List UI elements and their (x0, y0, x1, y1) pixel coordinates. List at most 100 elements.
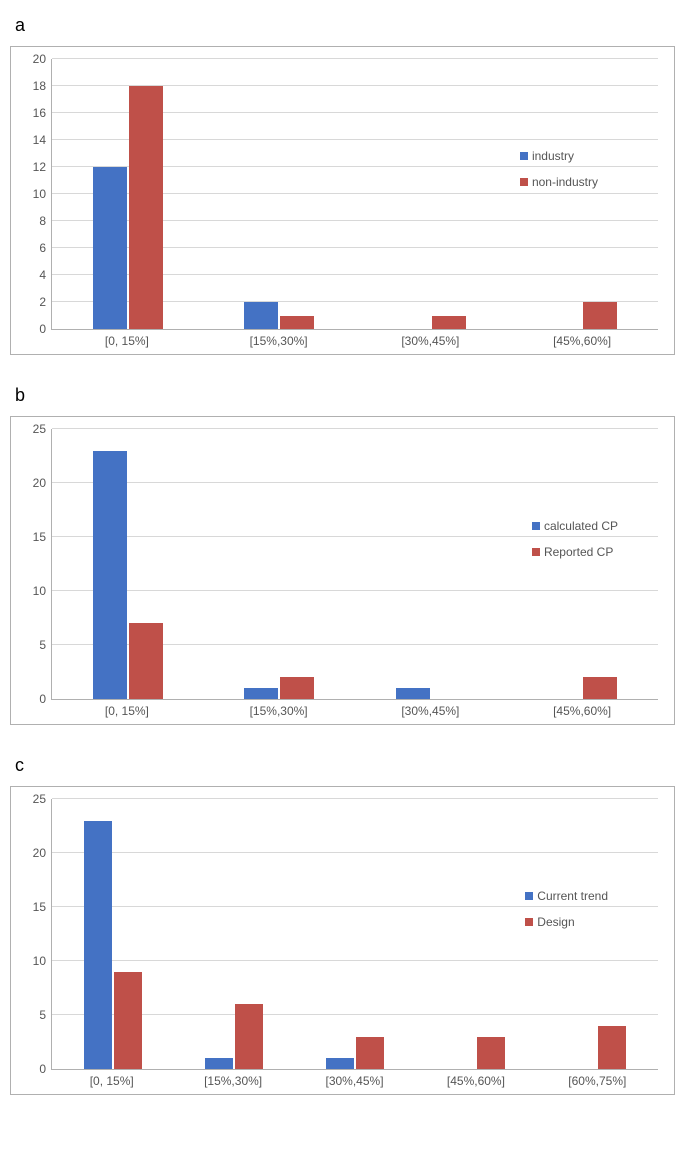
bar (396, 688, 430, 699)
y-tick-label: 15 (33, 530, 52, 544)
bar (235, 1004, 263, 1069)
x-tick-label: [15%,30%] (203, 704, 355, 718)
category-group (173, 799, 294, 1069)
bar (356, 1037, 384, 1069)
category-group (507, 59, 659, 329)
x-tick-label: [45%,60%] (506, 334, 658, 348)
legend-label: industry (532, 149, 574, 163)
y-tick-label: 2 (39, 295, 52, 309)
x-labels: [0, 15%][15%,30%][30%,45%][45%,60%] (51, 704, 658, 718)
category-group (204, 429, 356, 699)
chart-box: 0 2 4 6 8 10 12 14 16 18 20 industry non-industry [0,… (10, 46, 675, 355)
legend-swatch (520, 178, 528, 186)
legend-item: calculated CP (532, 519, 618, 533)
y-tick-label: 14 (33, 133, 52, 147)
category-group (52, 799, 173, 1069)
x-tick-label: [30%,45%] (355, 704, 507, 718)
bar (205, 1058, 233, 1069)
category-group (507, 429, 659, 699)
legend-label: calculated CP (544, 519, 618, 533)
legend-swatch (525, 892, 533, 900)
category-group (355, 429, 507, 699)
x-tick-label: [15%,30%] (172, 1074, 293, 1088)
legend-swatch (525, 918, 533, 926)
bar (129, 86, 163, 329)
x-tick-label: [30%,45%] (355, 334, 507, 348)
bar (93, 451, 127, 699)
legend-item: non-industry (520, 175, 598, 189)
bar (432, 316, 466, 330)
plot-area: 0510152025Current trendDesign (51, 799, 658, 1070)
bars-layer (52, 799, 658, 1069)
x-tick-label: [45%,60%] (506, 704, 658, 718)
bar (477, 1037, 505, 1069)
y-tick-label: 4 (39, 268, 52, 282)
bar (129, 623, 163, 699)
y-tick-label: 20 (33, 846, 52, 860)
legend: calculated CP Reported CP (532, 519, 618, 559)
y-tick-label: 16 (33, 106, 52, 120)
plot-area: 02468101214161820industrynon-industry (51, 59, 658, 330)
x-tick-label: [60%,75%] (537, 1074, 658, 1088)
bar (84, 821, 112, 1069)
panel-label: c (15, 755, 675, 776)
legend-label: Design (537, 915, 574, 929)
legend-item: Design (525, 915, 608, 929)
y-tick-label: 0 (39, 322, 52, 336)
y-tick-label: 8 (39, 214, 52, 228)
x-tick-label: [0, 15%] (51, 704, 203, 718)
category-group (416, 799, 537, 1069)
legend: Current trend Design (525, 889, 608, 929)
category-group (204, 59, 356, 329)
x-tick-label: [45%,60%] (415, 1074, 536, 1088)
legend-label: Reported CP (544, 545, 613, 559)
bar (280, 677, 314, 699)
y-tick-label: 10 (33, 954, 52, 968)
bars-layer (52, 429, 658, 699)
y-tick-label: 15 (33, 900, 52, 914)
legend: industry non-industry (520, 149, 598, 189)
legend-item: Current trend (525, 889, 608, 903)
bar (244, 688, 278, 699)
bar (93, 167, 127, 329)
category-group (52, 59, 204, 329)
y-tick-label: 10 (33, 187, 52, 201)
chart-box: 0510152025Current trendDesign[0, 15%][15… (10, 786, 675, 1095)
y-tick-label: 25 (33, 792, 52, 806)
x-labels: [0, 15%][15%,30%][30%,45%][45%,60%] (51, 334, 658, 348)
legend-item: Reported CP (532, 545, 618, 559)
bar (583, 677, 617, 699)
category-group (52, 429, 204, 699)
bar (114, 972, 142, 1069)
legend-swatch (520, 152, 528, 160)
panel-label: a (15, 15, 675, 36)
y-tick-label: 12 (33, 160, 52, 174)
panel-label: b (15, 385, 675, 406)
bar (326, 1058, 354, 1069)
y-tick-label: 0 (39, 1062, 52, 1076)
x-tick-label: [15%,30%] (203, 334, 355, 348)
category-group (355, 59, 507, 329)
y-tick-label: 25 (33, 422, 52, 436)
x-tick-label: [30%,45%] (294, 1074, 415, 1088)
legend-item: industry (520, 149, 598, 163)
y-tick-label: 5 (39, 638, 52, 652)
x-tick-label: [0, 15%] (51, 334, 203, 348)
category-group (537, 799, 658, 1069)
chart-box: 0 5 10 15 20 25 calculated CP Reported CP [0, 15… (10, 416, 675, 725)
y-tick-label: 6 (39, 241, 52, 255)
plot-area: 0510152025calculated CPReported CP (51, 429, 658, 700)
y-tick-label: 18 (33, 79, 52, 93)
legend-label: non-industry (532, 175, 598, 189)
legend-label: Current trend (537, 889, 608, 903)
y-tick-label: 20 (33, 476, 52, 490)
x-labels: [0, 15%][15%,30%][30%,45%][45%,60%][60%,… (51, 1074, 658, 1088)
legend-swatch (532, 548, 540, 556)
bars-layer (52, 59, 658, 329)
legend-swatch (532, 522, 540, 530)
y-tick-label: 10 (33, 584, 52, 598)
x-tick-label: [0, 15%] (51, 1074, 172, 1088)
bar (583, 302, 617, 329)
y-tick-label: 0 (39, 692, 52, 706)
y-tick-label: 20 (33, 52, 52, 66)
